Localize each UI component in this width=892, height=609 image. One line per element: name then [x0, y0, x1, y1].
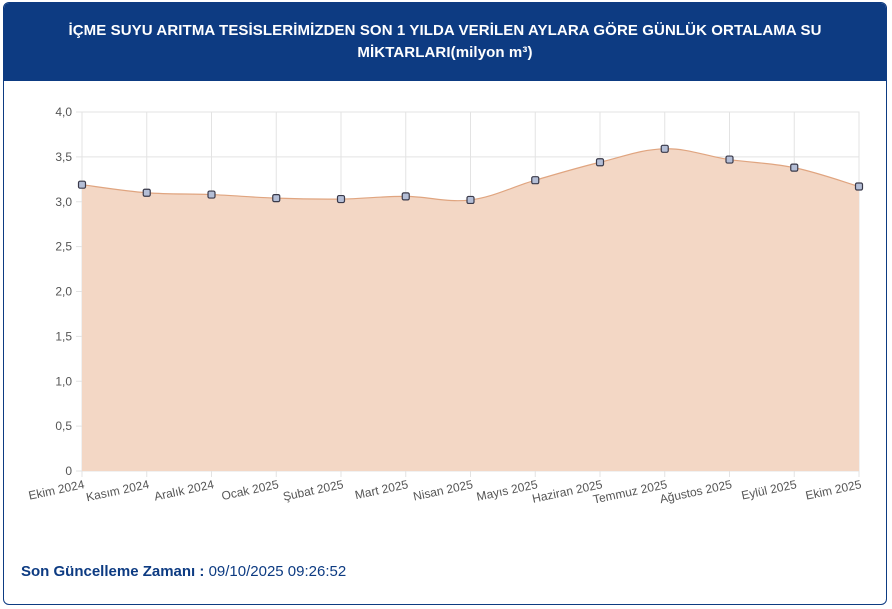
last-updated: Son Güncelleme Zamanı : 09/10/2025 09:26…: [21, 563, 346, 580]
x-tick-label: Nisan 2025: [412, 477, 475, 503]
x-tick-label: Ekim 2024: [27, 477, 86, 503]
y-tick-label: 0,5: [55, 419, 72, 433]
data-point[interactable]: [854, 182, 864, 191]
data-point[interactable]: [142, 188, 151, 197]
data-point[interactable]: [401, 192, 410, 201]
y-tick-label: 4,0: [55, 105, 72, 119]
y-tick-label: 1,5: [55, 329, 72, 343]
y-tick-label: 2,0: [55, 285, 72, 299]
x-tick-label: Şubat 2025: [282, 477, 345, 504]
x-tick-label: Ocak 2025: [220, 477, 280, 503]
y-tick-label: 3,5: [55, 150, 72, 164]
y-tick-label: 0: [65, 464, 72, 478]
data-point[interactable]: [77, 180, 87, 189]
data-point[interactable]: [790, 163, 799, 172]
y-tick-label: 1,0: [55, 374, 72, 388]
data-point[interactable]: [207, 190, 216, 199]
chart-header-title: İÇME SUYU ARITMA TESİSLERİMİZDEN SON 1 Y…: [68, 22, 822, 61]
data-point[interactable]: [660, 144, 669, 153]
y-tick-label: 3,0: [55, 195, 72, 209]
data-point[interactable]: [336, 194, 346, 204]
y-tick-label: 2,5: [55, 240, 72, 254]
chart-header: İÇME SUYU ARITMA TESİSLERİMİZDEN SON 1 Y…: [4, 3, 886, 81]
x-tick-label: Kasım 2024: [85, 477, 151, 504]
data-point[interactable]: [531, 176, 540, 185]
x-tick-label: Eylül 2025: [740, 477, 798, 502]
area-fill: [82, 148, 859, 472]
data-point[interactable]: [466, 195, 475, 205]
x-tick-label: Aralık 2024: [153, 477, 216, 503]
x-tick-label: Mart 2025: [354, 477, 410, 502]
data-point[interactable]: [272, 194, 281, 203]
last-updated-value: 09/10/2025 09:26:52: [208, 563, 347, 580]
x-tick-label: Ağustos 2025: [658, 477, 733, 506]
data-point[interactable]: [595, 158, 605, 167]
x-tick-label: Temmuz 2025: [592, 477, 669, 506]
x-tick-label: Ekim 2025: [804, 477, 863, 503]
x-tick-label: Mayıs 2025: [475, 477, 539, 504]
data-point[interactable]: [725, 155, 734, 164]
last-updated-label: Son Güncelleme Zamanı :: [21, 563, 205, 580]
